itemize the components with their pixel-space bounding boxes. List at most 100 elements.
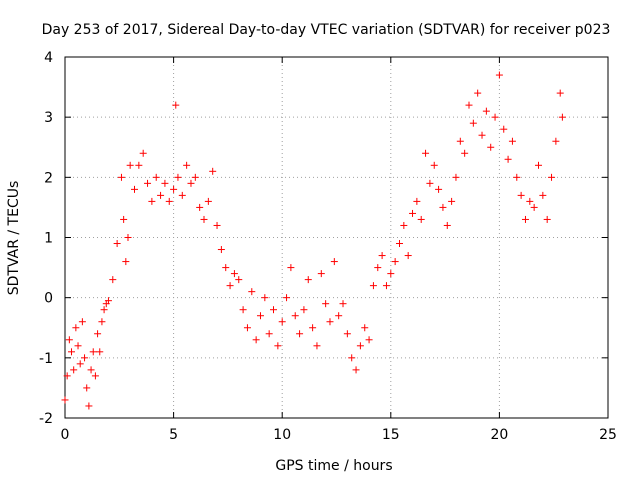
data-point	[417, 215, 425, 223]
data-point	[300, 306, 308, 314]
data-point	[330, 258, 338, 266]
data-point	[448, 197, 456, 205]
data-point	[172, 101, 180, 109]
y-axis-label: SDTVAR / TECUs	[6, 181, 22, 296]
data-point	[317, 270, 325, 278]
data-point	[104, 297, 112, 305]
data-point	[63, 372, 71, 380]
data-point	[222, 264, 230, 272]
x-tick-label: 5	[169, 427, 178, 443]
data-point	[256, 312, 264, 320]
data-point	[81, 354, 89, 362]
data-point	[217, 246, 225, 254]
y-tick-label: -2	[39, 411, 53, 427]
data-point	[556, 89, 564, 97]
data-point	[430, 161, 438, 169]
data-point	[96, 348, 104, 356]
data-point	[439, 203, 447, 211]
data-point	[456, 137, 464, 145]
data-point	[382, 282, 390, 290]
data-point	[343, 330, 351, 338]
data-point	[157, 191, 165, 199]
data-point	[296, 330, 304, 338]
data-point	[170, 185, 178, 193]
data-point	[144, 179, 152, 187]
data-point	[356, 342, 364, 350]
plot-frame	[64, 56, 609, 419]
data-point	[352, 366, 360, 374]
data-point	[278, 318, 286, 326]
data-point	[548, 173, 556, 181]
data-point	[335, 312, 343, 320]
data-point	[113, 240, 121, 248]
x-tick-label: 25	[599, 427, 617, 443]
data-point	[122, 258, 130, 266]
data-point	[283, 294, 291, 302]
data-point	[261, 294, 269, 302]
data-point	[435, 185, 443, 193]
data-point	[83, 384, 91, 392]
data-point	[504, 155, 512, 163]
data-point	[500, 125, 508, 133]
data-point	[243, 324, 251, 332]
y-tick-label: 4	[44, 50, 53, 66]
data-point	[230, 270, 238, 278]
data-point	[482, 107, 490, 115]
data-point	[469, 119, 477, 127]
data-point	[369, 282, 377, 290]
data-point	[72, 324, 80, 332]
data-point	[513, 173, 521, 181]
x-tick-label: 0	[61, 427, 70, 443]
data-point	[552, 137, 560, 145]
y-tick-label: -1	[39, 351, 53, 367]
data-point	[309, 324, 317, 332]
data-point	[478, 131, 486, 139]
data-point	[508, 137, 516, 145]
data-point	[187, 179, 195, 187]
data-point	[339, 300, 347, 308]
data-point	[487, 143, 495, 151]
data-point	[313, 342, 321, 350]
data-point	[422, 149, 430, 157]
data-point	[174, 173, 182, 181]
data-point	[120, 215, 128, 223]
data-point	[521, 215, 529, 223]
data-point	[126, 161, 134, 169]
data-point	[322, 300, 330, 308]
data-point	[248, 288, 256, 296]
data-point	[89, 348, 97, 356]
data-point	[391, 258, 399, 266]
data-point	[98, 318, 106, 326]
data-point	[270, 306, 278, 314]
data-point	[252, 336, 260, 344]
data-point	[543, 215, 551, 223]
chart-title: Day 253 of 2017, Sidereal Day-to-day VTE…	[42, 22, 611, 38]
data-point	[209, 167, 217, 175]
data-point	[443, 221, 451, 229]
data-point	[139, 149, 147, 157]
data-point	[109, 276, 117, 284]
data-point	[534, 161, 542, 169]
data-point	[365, 336, 373, 344]
data-point	[558, 113, 566, 121]
data-point	[226, 282, 234, 290]
data-point	[517, 191, 525, 199]
x-tick-label: 15	[382, 427, 400, 443]
data-point	[178, 191, 186, 199]
grid-lines	[65, 57, 608, 418]
data-point	[85, 402, 93, 410]
data-point	[400, 221, 408, 229]
data-point	[287, 264, 295, 272]
axis-ticks: 0 5 10 15 20 25 -2 -1 0 1 2 3 4	[39, 50, 617, 443]
data-point	[265, 330, 273, 338]
data-point	[361, 324, 369, 332]
data-point	[117, 173, 125, 181]
data-point	[539, 191, 547, 199]
data-point	[65, 336, 73, 344]
data-point	[135, 161, 143, 169]
data-point	[404, 252, 412, 260]
data-point	[204, 197, 212, 205]
data-point	[326, 318, 334, 326]
data-point	[491, 113, 499, 121]
